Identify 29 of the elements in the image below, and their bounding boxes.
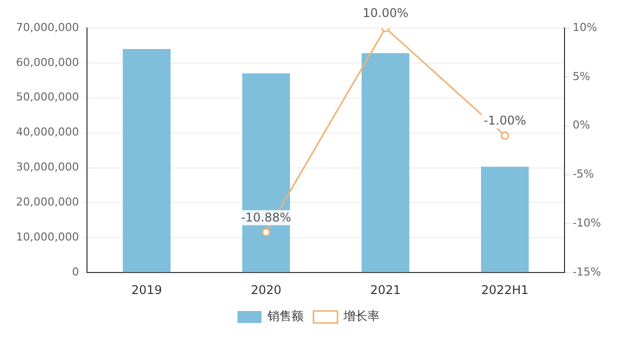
bar xyxy=(122,48,171,272)
y-tick-label: 0 xyxy=(72,265,79,278)
y-tick-label: 10,000,000 xyxy=(16,230,79,244)
y2-tick-label: -15% xyxy=(572,265,602,278)
y2-tick-label: -10% xyxy=(572,216,602,230)
x-tick-label: 2020 xyxy=(250,282,282,297)
y-tick-label: 20,000,000 xyxy=(16,196,79,209)
point xyxy=(500,131,510,140)
x-tick-label: 2021 xyxy=(370,282,401,297)
y2-tick-label: 10% xyxy=(572,20,598,34)
y2-tick-label: 5% xyxy=(572,70,590,83)
data-label: -10.88% xyxy=(241,210,292,224)
bar xyxy=(242,73,290,272)
point xyxy=(262,228,270,237)
y-tick-label: 70,000,000 xyxy=(16,20,79,34)
legend-label: 增长率 xyxy=(342,309,380,324)
x-tick-label: 2022H1 xyxy=(481,282,528,297)
y-tick-label: 50,000,000 xyxy=(16,90,79,104)
y-tick-label: 60,000,000 xyxy=(16,56,79,69)
x-tick-label: 2019 xyxy=(131,282,162,297)
y2-tick-label: -5% xyxy=(572,168,594,181)
bar xyxy=(481,166,529,272)
y-tick-label: 30,000,000 xyxy=(16,160,79,174)
bar xyxy=(362,53,410,272)
data-label: -1.00% xyxy=(484,114,526,128)
y2-tick-label: 0% xyxy=(572,118,590,132)
y-tick-label: 40,000,000 xyxy=(16,126,79,139)
legend-label: 销售额 xyxy=(266,309,304,324)
data-label: 10.00% xyxy=(362,6,408,20)
